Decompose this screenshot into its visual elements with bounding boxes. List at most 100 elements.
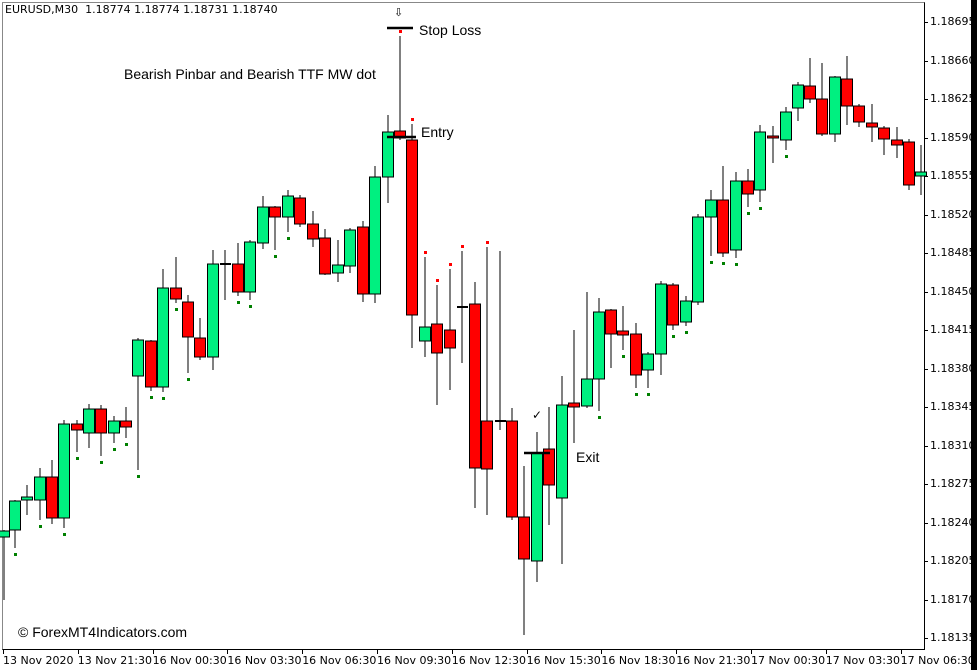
bullish-dot bbox=[76, 457, 79, 460]
bear-candle bbox=[194, 337, 206, 358]
x-tick-mark bbox=[227, 650, 229, 654]
bear-candle bbox=[232, 263, 244, 293]
y-tick-label: 1.18345 bbox=[930, 400, 976, 413]
y-tick-mark bbox=[924, 22, 928, 23]
bull-candle bbox=[593, 311, 605, 380]
bear-candle bbox=[307, 223, 319, 240]
y-tick-mark bbox=[924, 99, 928, 100]
plot-area[interactable] bbox=[2, 2, 925, 650]
x-tick-mark bbox=[601, 650, 603, 654]
x-tick-mark bbox=[825, 650, 827, 654]
y-tick-label: 1.18170 bbox=[930, 592, 976, 606]
checkmark-icon: ✓ bbox=[532, 408, 543, 422]
bullish-dot bbox=[735, 263, 738, 266]
bull-candle bbox=[754, 131, 766, 191]
x-tick-mark bbox=[3, 650, 4, 654]
bullish-dot bbox=[100, 461, 103, 464]
y-tick-label: 1.18520 bbox=[930, 207, 976, 221]
x-tick-label: 16 Nov 03:30 bbox=[227, 654, 302, 667]
bearish-dot bbox=[411, 118, 414, 121]
bullish-dot bbox=[685, 331, 688, 334]
x-tick-mark bbox=[77, 650, 79, 654]
bull-candle bbox=[581, 378, 593, 407]
bull-candle bbox=[34, 476, 46, 501]
entry-label: Entry bbox=[421, 124, 454, 140]
bear-candle bbox=[853, 105, 865, 123]
bull-candle bbox=[730, 180, 742, 251]
bear-candle bbox=[543, 448, 555, 486]
bull-candle bbox=[282, 195, 294, 218]
y-tick-mark bbox=[924, 638, 928, 639]
bull-candle bbox=[244, 241, 256, 293]
bullish-dot bbox=[274, 255, 277, 258]
y-tick-mark bbox=[924, 561, 928, 562]
bull-candle bbox=[792, 84, 804, 109]
bear-candle bbox=[431, 323, 443, 354]
bearish-dot bbox=[436, 279, 439, 282]
y-tick-mark bbox=[924, 137, 928, 139]
y-tick-label: 1.18415 bbox=[930, 323, 976, 336]
y-tick-mark bbox=[924, 599, 928, 601]
bearish-dot bbox=[486, 241, 489, 244]
bear-candle bbox=[406, 139, 418, 316]
bull-candle bbox=[780, 111, 792, 141]
y-tick-mark bbox=[924, 407, 928, 408]
bear-candle bbox=[444, 329, 456, 349]
x-tick-label: 17 Nov 06:30 bbox=[900, 654, 975, 667]
ohlc-values: 1.18774 1.18774 1.18731 1.18740 bbox=[85, 3, 278, 16]
x-tick-label: 16 Nov 09:30 bbox=[377, 654, 452, 667]
x-tick-label: 17 Nov 03:30 bbox=[825, 654, 900, 667]
y-tick-label: 1.18555 bbox=[930, 169, 976, 182]
bullish-dot bbox=[249, 305, 252, 308]
bull-candle bbox=[531, 452, 543, 562]
bullish-dot bbox=[622, 355, 625, 358]
bullish-dot bbox=[785, 155, 788, 158]
bear-candle bbox=[630, 333, 642, 376]
bull-candle bbox=[332, 264, 344, 274]
y-tick-label: 1.18485 bbox=[930, 246, 976, 259]
bear-candle bbox=[46, 476, 58, 519]
y-tick-label: 1.18240 bbox=[930, 515, 976, 529]
bearish-dot bbox=[399, 30, 402, 33]
y-tick-label: 1.18660 bbox=[930, 53, 976, 67]
bullish-dot bbox=[162, 397, 165, 400]
y-tick-label: 1.18450 bbox=[930, 284, 976, 298]
bull-candle bbox=[58, 423, 70, 519]
bull-candle bbox=[556, 404, 568, 499]
bullish-dot bbox=[113, 448, 116, 451]
bull-candle bbox=[829, 76, 841, 135]
bull-candle bbox=[705, 199, 717, 218]
window-edge bbox=[971, 0, 977, 670]
bear-candle bbox=[717, 199, 729, 254]
bear-candle bbox=[605, 309, 617, 335]
bullish-dot bbox=[150, 396, 153, 399]
bull-candle bbox=[0, 530, 10, 538]
bull-candle bbox=[692, 216, 704, 303]
bullish-dot bbox=[759, 207, 762, 210]
bull-candle bbox=[9, 500, 21, 531]
bearish-dot bbox=[449, 263, 452, 266]
y-tick-label: 1.18135 bbox=[930, 631, 976, 644]
y-tick-label: 1.18205 bbox=[930, 554, 976, 567]
y-tick-label: 1.18625 bbox=[930, 92, 976, 105]
y-tick-mark bbox=[924, 445, 928, 447]
y-tick-mark bbox=[924, 522, 928, 524]
x-tick-label: 16 Nov 00:30 bbox=[152, 654, 227, 667]
bull-candle bbox=[344, 229, 356, 267]
x-tick-label: 13 Nov 21:30 bbox=[77, 654, 152, 667]
bull-candle bbox=[157, 287, 169, 388]
bullish-dot bbox=[647, 393, 650, 396]
symbol-label: EURUSD,M30 bbox=[5, 3, 79, 16]
y-tick-mark bbox=[924, 484, 928, 485]
bullish-dot bbox=[175, 308, 178, 311]
bear-candle bbox=[841, 78, 853, 107]
x-tick-mark bbox=[451, 650, 453, 654]
y-tick-label: 1.18695 bbox=[930, 15, 976, 28]
arrow-down-icon: ⇩ bbox=[394, 7, 404, 19]
bullish-dot bbox=[63, 533, 66, 536]
exit-label: Exit bbox=[576, 449, 600, 465]
bear-candle bbox=[617, 330, 629, 336]
bear-candle bbox=[182, 301, 194, 338]
